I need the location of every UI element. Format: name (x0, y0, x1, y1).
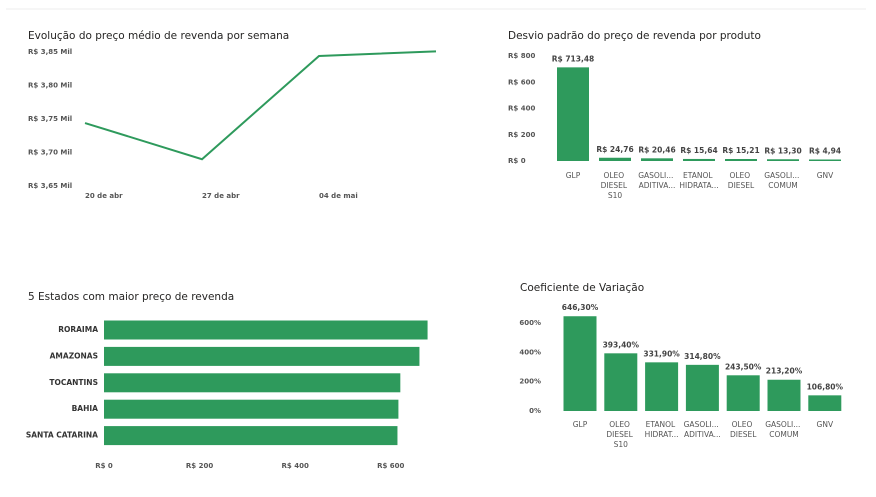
chart-title: 5 Estados com maior preço de revenda (28, 291, 234, 303)
y-tick-label: R$ 3,65 Mil (28, 182, 72, 190)
x-category-label: OLEO DIESEL S10 (601, 171, 630, 200)
x-category-label: ETANOL HIDRATA... (679, 171, 718, 190)
bar (645, 362, 679, 411)
y-tick-label: 200% (519, 378, 541, 386)
value-label: 106,80% (807, 382, 844, 391)
x-category-label: GASOLI... COMUM (765, 420, 803, 439)
value-label: R$ 13,30 (764, 146, 801, 155)
y-tick-label: R$ 400 (508, 105, 535, 113)
value-label: R$ 24,76 (596, 145, 633, 154)
x-category-label: GNV (817, 420, 834, 429)
bar (726, 375, 760, 411)
y-category-label: RORAIMA (58, 325, 98, 334)
value-label: R$ 713,48 (552, 54, 595, 63)
x-tick-label: 20 de abr (85, 192, 123, 200)
bar (809, 159, 841, 161)
y-tick-label: R$ 3,70 Mil (28, 149, 72, 157)
bar (725, 159, 757, 161)
bar (767, 379, 801, 411)
bar (599, 157, 631, 161)
chart-title: Desvio padrão do preço de revenda por pr… (508, 30, 761, 42)
x-tick-label: R$ 600 (377, 462, 404, 470)
y-category-label: TOCANTINS (49, 378, 98, 387)
value-label: 646,30% (562, 303, 599, 312)
x-category-label: OLEO DIESEL (730, 420, 757, 439)
bar (563, 316, 597, 411)
x-tick-label: R$ 0 (95, 462, 113, 470)
y-tick-label: R$ 600 (508, 78, 535, 86)
value-label: R$ 15,64 (680, 146, 717, 155)
x-tick-label: R$ 400 (282, 462, 309, 470)
x-category-label: GASOLI... COMUM (764, 171, 802, 190)
value-label: R$ 4,94 (809, 147, 841, 156)
x-category-label: GLP (573, 420, 588, 429)
x-tick-label: 27 de abr (202, 192, 240, 200)
y-tick-label: 400% (519, 348, 541, 356)
y-tick-label: R$ 800 (508, 52, 535, 60)
y-tick-label: 0% (529, 407, 541, 415)
bar (767, 159, 799, 161)
x-category-label: ETANOL HIDRAT... (645, 420, 679, 439)
bar (104, 399, 399, 419)
x-category-label: GLP (566, 171, 581, 180)
x-category-label: GNV (817, 171, 834, 180)
value-label: 314,80% (684, 352, 721, 361)
y-tick-label: R$ 3,85 Mil (28, 48, 72, 56)
y-category-label: BAHIA (72, 404, 99, 413)
value-label: R$ 20,46 (638, 145, 675, 154)
value-label: 393,40% (603, 340, 640, 349)
chart-title: Coeficiente de Variação (520, 282, 644, 294)
x-category-label: OLEO DIESEL (728, 171, 755, 190)
x-tick-label: 04 de mai (319, 192, 358, 200)
y-category-label: SANTA CATARINA (26, 431, 98, 440)
value-label: 331,90% (643, 349, 680, 358)
value-label: 243,50% (725, 362, 762, 371)
bar (104, 426, 398, 446)
bar (557, 67, 589, 161)
bar (641, 158, 673, 161)
x-category-label: GASOLI... ADITIVA... (684, 420, 722, 439)
y-tick-label: R$ 200 (508, 131, 535, 139)
bar (683, 158, 715, 161)
x-category-label: GASOLI... ADITIVA... (638, 171, 676, 190)
value-label: R$ 15,21 (722, 146, 759, 155)
bar (808, 395, 842, 411)
y-category-label: AMAZONAS (50, 351, 98, 360)
bar (104, 346, 420, 366)
y-tick-label: R$ 3,80 Mil (28, 82, 72, 90)
y-tick-label: R$ 3,75 Mil (28, 115, 72, 123)
bar (604, 353, 638, 411)
bar (685, 364, 719, 411)
bar (104, 373, 401, 393)
x-category-label: OLEO DIESEL S10 (606, 420, 635, 449)
y-tick-label: R$ 0 (508, 157, 526, 165)
x-tick-label: R$ 200 (186, 462, 213, 470)
bar (104, 320, 428, 340)
chart-title: Evolução do preço médio de revenda por s… (28, 30, 289, 42)
line (84, 50, 437, 161)
y-tick-label: 600% (519, 319, 541, 327)
value-label: 213,20% (766, 367, 803, 376)
